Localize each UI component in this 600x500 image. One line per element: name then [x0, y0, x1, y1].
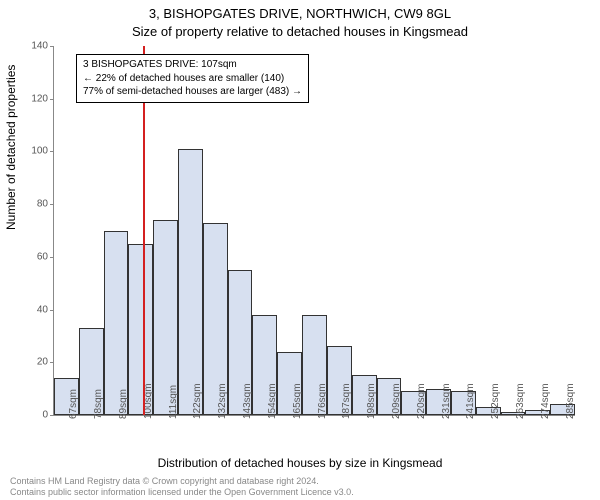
x-tick-label: 78sqm — [93, 389, 104, 419]
y-tick-mark — [50, 415, 54, 416]
x-tick-label: 285sqm — [565, 383, 576, 419]
x-tick-label: 143sqm — [242, 383, 253, 419]
y-tick-mark — [50, 46, 54, 47]
y-tick-label: 120 — [31, 93, 48, 104]
y-tick-label: 80 — [37, 199, 48, 210]
y-tick-label: 40 — [37, 304, 48, 315]
y-tick-mark — [50, 257, 54, 258]
x-axis-label: Distribution of detached houses by size … — [0, 456, 600, 470]
y-tick-label: 60 — [37, 251, 48, 262]
y-axis-label: Number of detached properties — [4, 65, 18, 230]
annotation-line: 77% of semi-detached houses are larger (… — [83, 85, 302, 99]
x-tick-label: 274sqm — [540, 383, 551, 419]
chart-subtitle: Size of property relative to detached ho… — [0, 24, 600, 39]
x-tick-label: 220sqm — [416, 383, 427, 419]
credit-line-2: Contains public sector information licen… — [10, 487, 590, 498]
x-tick-label: 209sqm — [391, 383, 402, 419]
x-tick-label: 165sqm — [292, 383, 303, 419]
annotation-box: 3 BISHOPGATES DRIVE: 107sqm← 22% of deta… — [76, 54, 309, 103]
chart-title-line1: 3, BISHOPGATES DRIVE, NORTHWICH, CW9 8GL — [0, 6, 600, 21]
credit-line-1: Contains HM Land Registry data © Crown c… — [10, 476, 590, 487]
credits-text: Contains HM Land Registry data © Crown c… — [10, 476, 590, 499]
y-tick-mark — [50, 204, 54, 205]
y-tick-label: 20 — [37, 357, 48, 368]
histogram-bar — [104, 231, 129, 416]
x-tick-label: 241sqm — [465, 383, 476, 419]
y-tick-label: 140 — [31, 41, 48, 52]
x-tick-label: 89sqm — [118, 389, 129, 419]
x-tick-label: 198sqm — [366, 383, 377, 419]
x-tick-label: 132sqm — [217, 383, 228, 419]
x-tick-label: 187sqm — [341, 383, 352, 419]
y-tick-mark — [50, 362, 54, 363]
x-tick-label: 176sqm — [317, 383, 328, 419]
y-tick-label: 0 — [42, 410, 48, 421]
y-tick-mark — [50, 151, 54, 152]
x-tick-label: 122sqm — [192, 383, 203, 419]
y-tick-label: 100 — [31, 146, 48, 157]
histogram-bar — [178, 149, 203, 415]
annotation-line: 3 BISHOPGATES DRIVE: 107sqm — [83, 58, 302, 72]
x-tick-label: 263sqm — [515, 383, 526, 419]
x-tick-label: 154sqm — [267, 383, 278, 419]
x-tick-label: 67sqm — [68, 389, 79, 419]
y-tick-mark — [50, 99, 54, 100]
x-tick-label: 231sqm — [441, 383, 452, 419]
x-tick-label: 111sqm — [168, 385, 179, 419]
y-tick-mark — [50, 310, 54, 311]
x-tick-label: 252sqm — [490, 383, 501, 419]
chart-plot-area: 02040608010012014067sqm78sqm89sqm100sqm1… — [53, 46, 575, 416]
annotation-line: ← 22% of detached houses are smaller (14… — [83, 72, 302, 86]
